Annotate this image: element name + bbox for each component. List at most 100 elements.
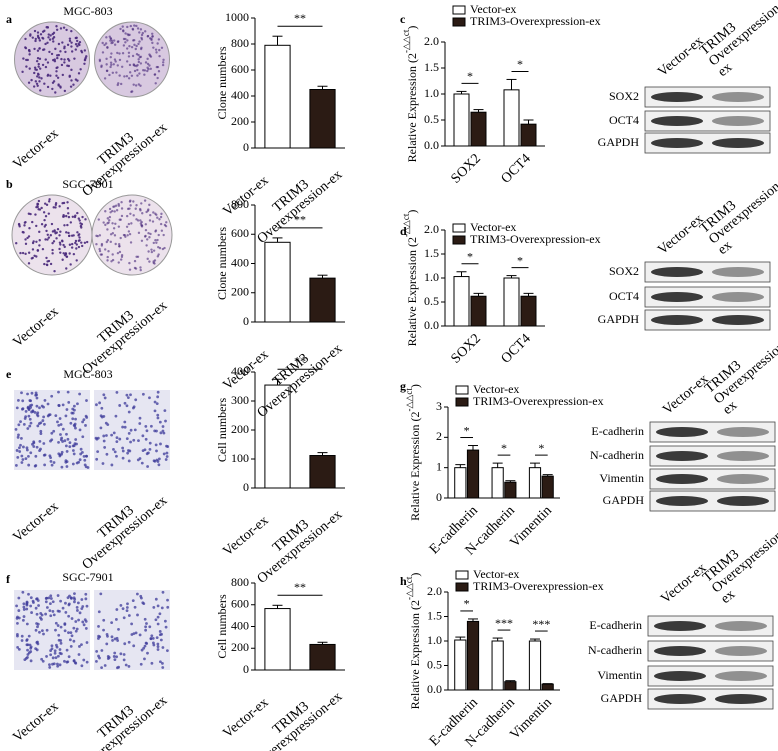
- cell-dot: [29, 604, 33, 608]
- cell-dot: [84, 619, 88, 623]
- legend-label: Vector-ex: [473, 567, 519, 581]
- colony-dot: [55, 54, 59, 57]
- blot-band: [717, 451, 769, 461]
- colony-dot: [119, 236, 122, 240]
- colony-dot: [51, 37, 55, 40]
- colony-dot: [98, 249, 102, 253]
- cell-dot: [156, 615, 160, 619]
- colony-dot: [116, 251, 120, 255]
- colony-dot: [70, 246, 74, 249]
- colony-dot: [53, 230, 56, 233]
- blot-band: [717, 427, 769, 437]
- colony-dot: [106, 217, 109, 220]
- colony-dot: [138, 207, 142, 211]
- cell-dot: [59, 433, 62, 436]
- cell-dot: [56, 420, 59, 424]
- cell-dot: [17, 423, 21, 427]
- colony-dot: [65, 255, 68, 258]
- y-tick-label: 2: [436, 429, 442, 443]
- colony-dot: [105, 57, 108, 61]
- cell-dot: [29, 451, 33, 455]
- cell-dot: [122, 616, 126, 620]
- y-tick-label: 1.0: [424, 270, 439, 284]
- cell-dot: [118, 404, 122, 407]
- colony-dot: [118, 58, 122, 62]
- colony-dot: [119, 27, 122, 31]
- cell-dot: [115, 440, 119, 444]
- colony-dot: [83, 49, 87, 52]
- colony-dot: [104, 42, 108, 45]
- cell-dot: [36, 599, 40, 602]
- colony-dot: [156, 238, 159, 242]
- colony-dot: [80, 226, 83, 229]
- cell-line-title: MGC-803: [63, 4, 112, 18]
- cell-dot: [145, 429, 149, 433]
- colony-dot: [33, 71, 36, 75]
- colony-dot: [143, 69, 147, 72]
- colony-dot: [106, 238, 110, 242]
- colony-dot: [158, 246, 162, 250]
- cell-dot: [42, 632, 45, 636]
- colony-dot: [134, 207, 137, 210]
- colony-dot: [111, 209, 114, 213]
- cell-dot: [121, 449, 125, 453]
- cell-dot: [137, 439, 140, 443]
- cell-dot: [77, 653, 81, 656]
- cell-dot: [17, 433, 20, 437]
- cell-dot: [27, 592, 30, 596]
- cell-dot: [67, 631, 70, 635]
- cell-dot: [33, 464, 37, 468]
- cell-dot: [54, 621, 58, 625]
- colony-dot: [102, 221, 105, 224]
- y-axis-label: Relative Expression (2-△△ct): [404, 573, 422, 710]
- cell-dot: [162, 431, 166, 435]
- colony-dot: [138, 40, 141, 43]
- cell-dot: [83, 463, 87, 467]
- colony-dot: [147, 68, 150, 71]
- colony-dot: [163, 223, 167, 227]
- colony-dot: [72, 234, 75, 237]
- colony-dot: [49, 34, 52, 37]
- colony-dot: [29, 212, 32, 216]
- colony-dot: [65, 28, 68, 32]
- cell-dot: [25, 600, 29, 604]
- cell-dot: [150, 634, 154, 638]
- y-tick-label: 0.5: [424, 112, 439, 126]
- colony-dot: [54, 206, 57, 209]
- cell-dot: [32, 441, 36, 445]
- blot-band: [712, 292, 764, 302]
- bar: [309, 89, 336, 149]
- colony-dot: [117, 242, 121, 246]
- cell-dot: [155, 449, 158, 453]
- colony-dot: [60, 57, 63, 61]
- significance-label: *: [464, 423, 470, 437]
- cell-dot: [64, 610, 68, 614]
- colony-dot: [52, 31, 56, 35]
- cell-dot: [66, 437, 70, 441]
- cell-dot: [138, 633, 142, 637]
- bar: [454, 639, 467, 691]
- bar: [470, 111, 487, 147]
- colony-dot: [33, 47, 36, 51]
- colony-dot: [133, 266, 137, 270]
- colony-dot: [165, 221, 168, 224]
- cell-dot: [100, 649, 104, 652]
- colony-dot: [27, 251, 31, 254]
- colony-dot: [136, 219, 140, 222]
- cell-dot: [50, 431, 54, 435]
- cell-dot: [165, 451, 169, 455]
- colony-dot: [128, 268, 132, 271]
- cell-dot: [159, 431, 163, 435]
- colony-dot: [155, 51, 158, 54]
- colony-dot: [46, 26, 49, 29]
- colony-dot: [60, 63, 64, 67]
- colony-dot: [66, 201, 69, 204]
- cell-dot: [144, 437, 148, 441]
- y-tick-label: 0.5: [427, 657, 442, 671]
- colony-dot: [130, 45, 134, 49]
- colony-dot: [108, 73, 111, 77]
- cell-dot: [57, 390, 60, 394]
- colony-dot: [132, 39, 135, 42]
- cell-dot: [123, 420, 127, 424]
- cell-dot: [127, 459, 131, 463]
